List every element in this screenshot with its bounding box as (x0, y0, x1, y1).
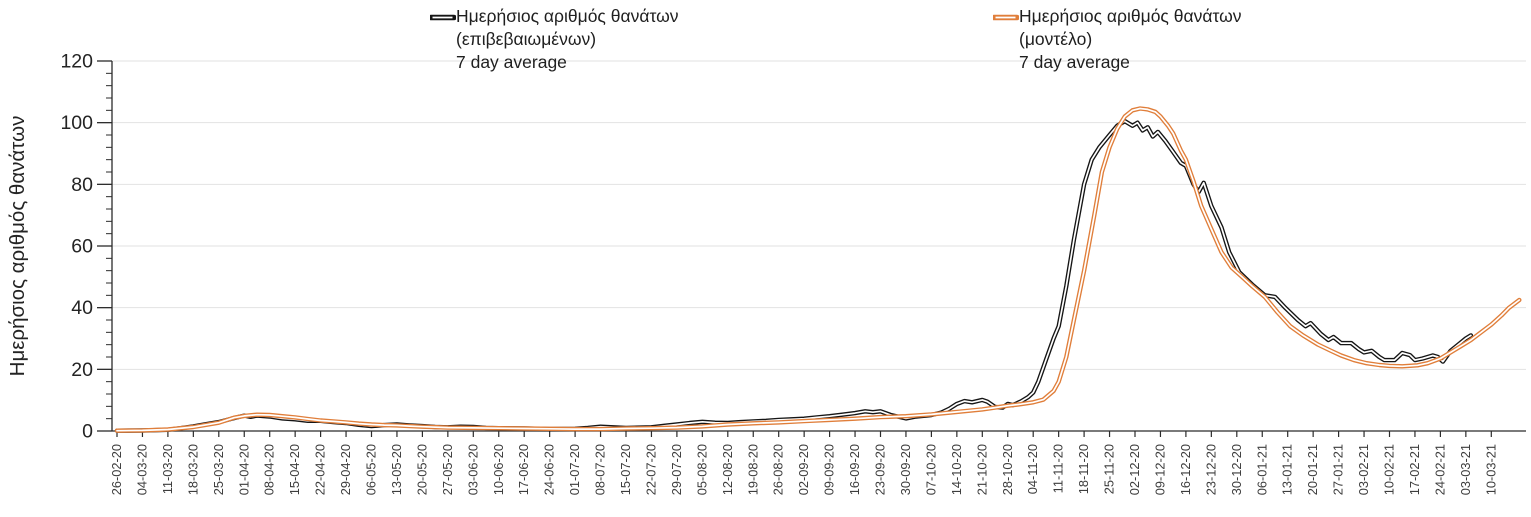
x-axis-label: 28-10-20 (1000, 444, 1015, 495)
x-axis-label: 18-03-20 (185, 444, 200, 495)
x-axis-label: 12-08-20 (720, 444, 735, 495)
series-model-line-core (116, 107, 1521, 432)
legend-model-line1: Ημερήσιος αριθμός θανάτων (1019, 6, 1242, 26)
legend-confirmed-line1: Ημερήσιος αριθμός θανάτων (456, 6, 679, 26)
x-axis-label: 29-04-20 (338, 444, 353, 495)
x-axis-label: 06-05-20 (364, 444, 379, 495)
series-confirmed-line-core (116, 120, 1472, 432)
x-axis-label: 20-05-20 (414, 444, 429, 495)
x-axis-label: 01-04-20 (236, 444, 251, 495)
y-axis-label: 60 (71, 236, 93, 258)
x-axis-label: 15-04-20 (287, 444, 302, 495)
y-axis-title: Ημερήσιος αριθμός θανάτων (6, 116, 29, 377)
x-axis-label: 27-01-21 (1331, 444, 1346, 495)
x-axis-label: 03-02-21 (1356, 444, 1371, 495)
x-axis-label: 25-03-20 (211, 444, 226, 495)
x-axis-label: 10-06-20 (491, 444, 506, 495)
x-axis-label: 13-05-20 (389, 444, 404, 495)
legend-confirmed-line2: (επιβεβαιωμένων) (456, 29, 597, 49)
x-axis-label: 06-01-21 (1254, 444, 1269, 495)
x-axis-label: 21-10-20 (974, 444, 989, 495)
x-axis-label: 08-04-20 (262, 444, 277, 495)
x-axis-label: 03-06-20 (465, 444, 480, 495)
x-axis-label: 16-12-20 (1178, 444, 1193, 495)
x-axis-label: 14-10-20 (949, 444, 964, 495)
x-axis-label: 11-03-20 (160, 444, 175, 494)
x-axis-label: 29-07-20 (669, 444, 684, 495)
x-axis-label: 05-08-20 (694, 444, 709, 495)
x-axis-label: 10-03-21 (1483, 444, 1498, 495)
y-axis-label: 120 (60, 51, 93, 73)
y-axis-label: 100 (60, 112, 93, 134)
x-axis-label: 19-08-20 (745, 444, 760, 495)
legend-model-line2: (μοντέλο) (1019, 29, 1093, 49)
x-axis-label: 09-12-20 (1152, 444, 1167, 495)
x-axis-label: 02-12-20 (1127, 444, 1142, 495)
x-axis-label: 26-02-20 (109, 444, 124, 495)
x-axis-label: 22-04-20 (313, 444, 328, 495)
x-axis-label: 30-12-20 (1229, 444, 1244, 495)
x-axis-label: 07-10-20 (923, 444, 938, 495)
x-axis-label: 11-11-20 (1051, 444, 1066, 493)
legend-item-confirmed: Ημερήσιος αριθμός θανάτων (επιβεβαιωμένω… (430, 5, 679, 74)
x-axis-label: 20-01-21 (1305, 444, 1320, 495)
x-axis-label: 16-09-20 (847, 444, 862, 495)
x-axis-label: 24-02-21 (1432, 444, 1447, 495)
x-axis-label: 25-11-20 (1102, 444, 1117, 494)
x-axis-label: 22-07-20 (643, 444, 658, 495)
x-axis-label: 01-07-20 (567, 444, 582, 495)
y-axis-label: 40 (71, 297, 93, 319)
y-axis-label: 20 (71, 359, 93, 381)
x-axis-label: 04-11-20 (1025, 444, 1040, 494)
legend-model-line3: 7 day average (1019, 52, 1130, 72)
legend-confirmed-line3: 7 day average (456, 52, 567, 72)
model-line-marker-icon (993, 14, 1019, 21)
series-confirmed-line (114, 118, 1474, 433)
series-model-line (114, 106, 1522, 433)
x-axis-label: 27-05-20 (440, 444, 455, 495)
y-axis-label: 80 (71, 174, 93, 196)
x-axis-label: 30-09-20 (898, 444, 913, 495)
confirmed-line-marker-icon (430, 14, 456, 21)
x-axis-label: 15-07-20 (618, 444, 633, 495)
x-axis-label: 23-09-20 (873, 444, 888, 495)
x-axis-label: 04-03-20 (134, 444, 149, 495)
x-axis-label: 26-08-20 (771, 444, 786, 495)
x-axis-label: 17-02-21 (1407, 444, 1422, 495)
x-axis-label: 08-07-20 (593, 444, 608, 495)
x-axis-label: 10-02-21 (1382, 444, 1397, 495)
x-axis-label: 03-03-21 (1458, 444, 1473, 495)
x-axis-label: 24-06-20 (542, 444, 557, 495)
x-axis-label: 23-12-20 (1203, 444, 1218, 495)
legend-item-model: Ημερήσιος αριθμός θανάτων (μοντέλο) 7 da… (993, 5, 1242, 74)
x-axis-label: 09-09-20 (822, 444, 837, 495)
x-axis-label: 02-09-20 (796, 444, 811, 495)
y-axis-label: 0 (82, 421, 93, 443)
x-axis-label: 18-11-20 (1076, 444, 1091, 494)
x-axis-label: 13-01-21 (1280, 444, 1295, 495)
x-axis-label: 17-06-20 (516, 444, 531, 495)
